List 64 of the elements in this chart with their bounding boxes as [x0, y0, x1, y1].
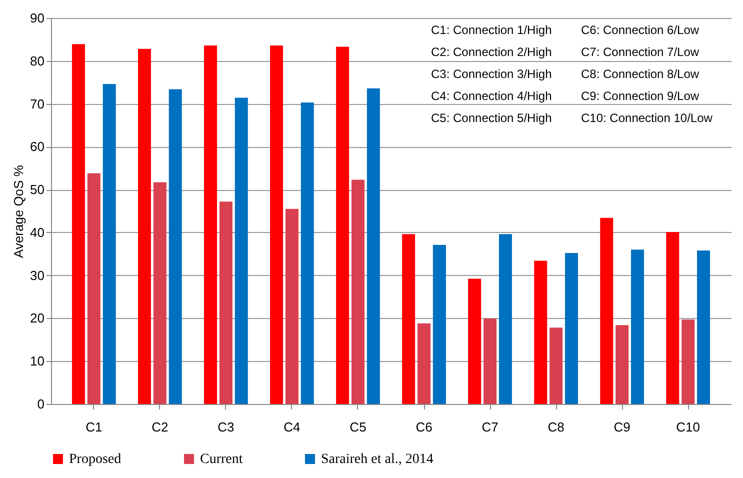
legend-label: Proposed — [69, 452, 122, 467]
x-tick-label: C1 — [86, 420, 102, 434]
x-tick-label: C10 — [676, 420, 700, 434]
bar — [697, 250, 710, 404]
bar — [336, 46, 350, 404]
bar — [204, 45, 218, 404]
legend-label: Saraireh et al., 2014 — [321, 452, 434, 467]
y-tick-label: 30 — [30, 268, 44, 283]
x-tick-label: C4 — [284, 420, 300, 434]
x-tick-label: C6 — [416, 420, 432, 434]
bar — [616, 325, 629, 404]
bar — [564, 253, 578, 404]
bar — [270, 45, 284, 404]
bar — [666, 232, 680, 404]
bar — [468, 278, 482, 404]
annotation: C8: Connection 8/Low — [581, 67, 700, 81]
bar — [432, 244, 446, 404]
bar — [219, 202, 232, 404]
y-tick-label: 20 — [30, 310, 44, 326]
bar — [484, 318, 497, 404]
bar — [102, 84, 116, 404]
y-tick-label: 0 — [37, 396, 44, 412]
x-tick-label: C8 — [548, 420, 564, 434]
annotation: C9: Connection 9/Low — [581, 89, 700, 103]
annotation: C5: Connection 5/High — [431, 111, 552, 125]
bar — [351, 180, 364, 404]
y-tick-label: 10 — [30, 354, 44, 369]
y-tick-label: 50 — [30, 182, 44, 198]
bar — [534, 260, 548, 404]
bar — [72, 44, 85, 404]
x-tick-label: C9 — [614, 420, 630, 434]
bar — [418, 323, 431, 404]
bar — [600, 218, 614, 404]
annotation: C2: Connection 2/High — [431, 45, 552, 59]
y-tick-label: 80 — [30, 53, 44, 68]
y-tick-label: 70 — [30, 96, 44, 112]
bar — [285, 208, 298, 404]
y-tick-label: 60 — [30, 139, 44, 154]
bar — [153, 182, 166, 404]
bar — [234, 98, 248, 404]
annotation: C10: Connection 10/Low — [581, 111, 713, 125]
bar — [682, 320, 695, 404]
annotation: C6: Connection 6/Low — [581, 23, 700, 37]
bar — [550, 328, 563, 404]
bar — [498, 234, 512, 404]
bar — [300, 102, 314, 404]
y-tick-label: 90 — [30, 10, 44, 26]
x-tick-label: C7 — [482, 420, 498, 434]
y-axis-title: Average QoS % — [11, 164, 26, 258]
annotation: C4: Connection 4/High — [431, 89, 552, 103]
annotation: C3: Connection 3/High — [431, 67, 552, 81]
bar — [402, 234, 416, 404]
x-tick-label: C2 — [152, 420, 168, 434]
legend-label: Current — [200, 452, 243, 467]
x-tick-label: C3 — [218, 420, 234, 434]
bar — [366, 88, 380, 404]
bar — [138, 48, 151, 404]
x-tick-label: C5 — [350, 420, 366, 434]
annotation: C1: Connection 1/High — [431, 23, 552, 37]
bar — [87, 173, 100, 404]
annotation: C7: Connection 7/Low — [581, 45, 700, 59]
bar — [631, 250, 644, 404]
y-tick-label: 40 — [30, 224, 44, 240]
bar — [168, 89, 182, 404]
